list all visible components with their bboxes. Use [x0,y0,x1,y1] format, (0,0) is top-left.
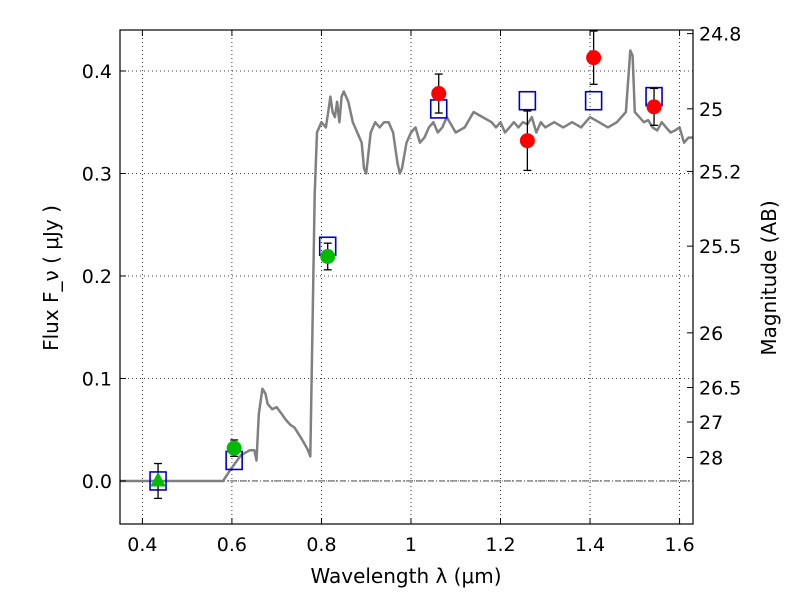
x-tick-label-1: 0.6 [217,534,247,556]
plot-border [119,29,694,525]
detection-marker-3 [519,133,535,149]
mag-tick-label-7: 28 [699,447,723,469]
detection-marker-2 [431,86,447,102]
x-axis: 0.4 0.6 0.8 1 1.2 1.4 1.6 [127,30,695,556]
detection-series [150,30,662,500]
x-tick-label-0: 0.4 [127,534,157,556]
spectrum-series [120,49,693,483]
mag-tick-label-6: 27 [699,412,723,434]
plot-frame [119,29,694,525]
mag-tick-label-2: 25.2 [699,161,741,183]
y-tick-label-4: 0.4 [82,61,112,83]
upper-limit-marker-0 [150,471,166,487]
detection-marker-1 [320,249,336,265]
x-tick-label-2: 0.8 [306,534,336,556]
x-tick-label-4: 1.2 [485,534,515,556]
y-tick-label-1: 0.1 [82,368,112,390]
mag-tick-label-0: 24.8 [699,24,741,46]
grid [120,30,693,524]
mag-tick-label-3: 25.5 [699,236,741,258]
y-tick-label-3: 0.3 [82,163,112,185]
mag-tick-label-5: 26.5 [699,377,741,399]
spectrum-line [120,49,693,483]
detection-marker-5 [646,99,662,115]
x-tick-label-5: 1.4 [575,534,605,556]
detection-marker-4 [586,50,602,66]
y-tick-label-2: 0.2 [82,266,112,288]
y-axis-label: Flux F_ν ( μJy ) [39,205,63,351]
detection-marker-0 [226,440,242,456]
x-tick-label-3: 1 [405,534,417,556]
x-axis-label: Wavelength λ (μm) [310,564,501,588]
right-magnitude-axis: 24.8 25 25.2 25.5 26 26.5 27 28 [687,24,741,469]
model-point-5 [584,90,603,111]
mag-tick-label-4: 26 [699,323,723,345]
right-axis-label: Magnitude (AB) [757,200,781,355]
x-tick-label-6: 1.6 [664,534,694,556]
model-point-4 [518,90,537,111]
y-axis: 0.0 0.1 0.2 0.3 0.4 [82,61,126,493]
mag-tick-label-1: 25 [699,99,723,121]
y-tick-label-0: 0.0 [82,471,112,493]
